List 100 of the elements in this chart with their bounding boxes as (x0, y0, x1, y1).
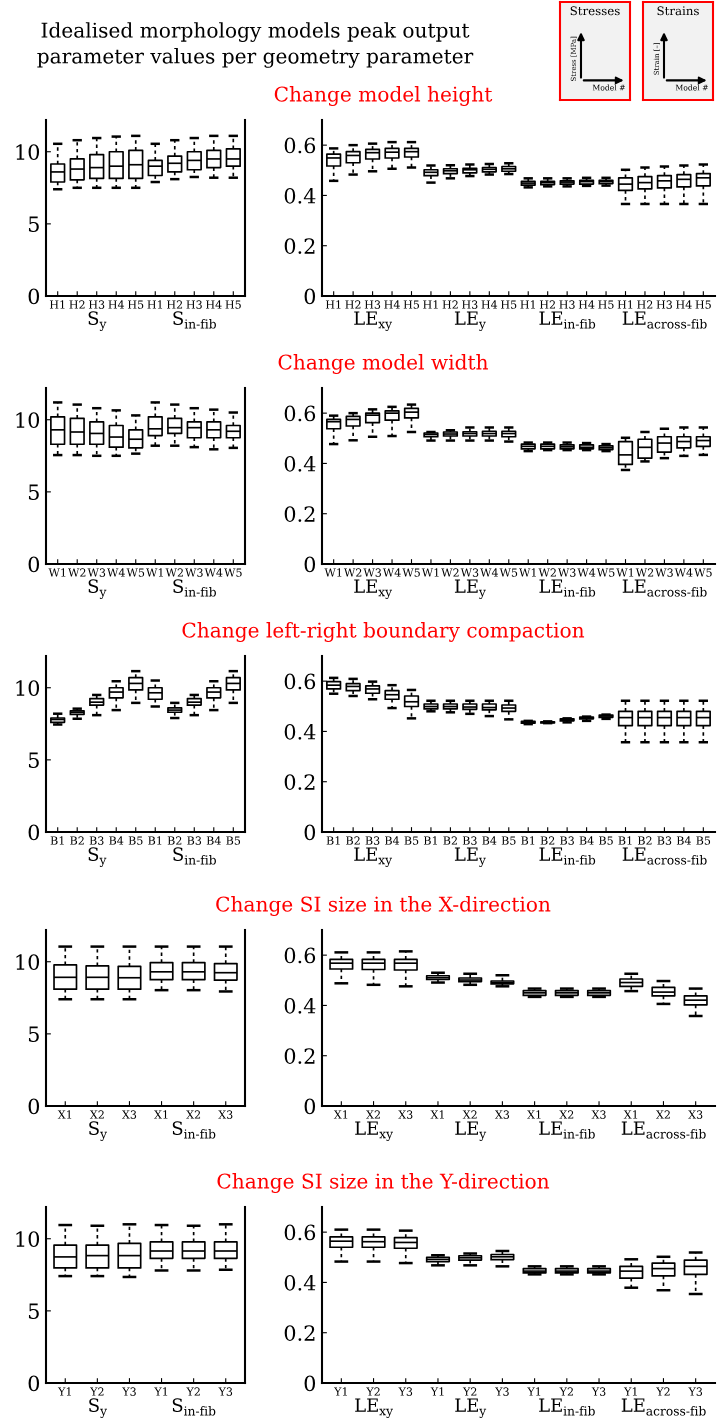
x-tick-label: X3 (494, 1110, 510, 1119)
y-tick-label: 0 (28, 1098, 40, 1115)
text: Idealised morphology models peak output parameter values per geometry parameter (37, 22, 474, 68)
x-tick-label: H5 (403, 300, 420, 309)
x-tick-label: B1 (326, 836, 340, 845)
x-tick-label: H1 (423, 300, 438, 309)
x-tick-label: B2 (637, 836, 652, 845)
x-tick-label: H3 (364, 300, 381, 309)
x-tick-label: Y2 (559, 1387, 573, 1396)
x-tick-label: B2 (540, 836, 555, 845)
x-tick-label: Y3 (122, 1387, 136, 1396)
x-tick-label: B1 (521, 836, 535, 845)
x-tick-label: H5 (501, 300, 517, 309)
x-tick-label: B1 (618, 836, 632, 845)
x-tick-label: X3 (218, 1110, 233, 1119)
y-tick-label: 0.4 (284, 455, 316, 472)
x-tick-label: X2 (89, 1110, 104, 1119)
x-tick-label: B3 (365, 836, 380, 845)
x-tick-label: W3 (87, 568, 106, 577)
x-tick-label: X3 (398, 1110, 413, 1119)
x-tick-label: H1 (49, 300, 65, 309)
x-tick-label: B5 (501, 836, 516, 845)
y-tick-label: 5 (28, 1303, 39, 1320)
y-tick-label: 0 (304, 1098, 316, 1115)
x-tick-label: B5 (226, 836, 241, 845)
y-tick-label: 0 (28, 556, 40, 573)
x-tick-label: B4 (676, 836, 691, 845)
y-tick-label: 0 (304, 288, 316, 305)
x-tick-label: Y3 (591, 1387, 606, 1396)
x-tick-label: H2 (539, 300, 555, 309)
x-tick-label: Y1 (154, 1387, 168, 1396)
x-tick-label: B2 (167, 836, 182, 845)
y-tick-label: 0.4 (284, 187, 316, 204)
text: Stresses (570, 6, 620, 16)
y-tick-label: 5 (28, 752, 39, 769)
x-tick-label: H3 (88, 300, 105, 309)
x-tick-label: W1 (324, 568, 342, 577)
y-tick-label: 0.2 (284, 774, 315, 790)
x-tick-label: X2 (462, 1110, 477, 1119)
y-tick-label: 0.2 (284, 238, 315, 254)
x-tick-label: W4 (107, 568, 125, 577)
y-tick-label: 10 (16, 144, 40, 160)
x-tick-label: W5 (224, 568, 242, 577)
x-tick-label: Y3 (688, 1387, 703, 1396)
x-tick-label: W3 (460, 568, 479, 577)
x-tick-label: X3 (688, 1110, 703, 1119)
text: Change model height (274, 86, 493, 106)
y-tick-label: 10 (16, 680, 40, 696)
x-tick-label: Y1 (334, 1387, 347, 1396)
y-tick-label: 0 (304, 556, 316, 573)
x-tick-label: W1 (616, 568, 634, 577)
x-tick-label: Y1 (430, 1387, 444, 1396)
x-tick-label: B1 (50, 836, 64, 845)
x-tick-label: B1 (423, 836, 437, 845)
y-tick-label: 10 (16, 412, 40, 428)
x-tick-label: W2 (165, 568, 183, 577)
text: Change model width (278, 354, 488, 374)
y-tick-label: 10 (16, 1231, 40, 1247)
x-tick-label: X2 (186, 1110, 201, 1119)
y-tick-label: 0.6 (284, 673, 316, 690)
x-tick-label: Y2 (366, 1387, 380, 1396)
x-tick-label: H4 (206, 300, 222, 309)
x-tick-label: W3 (185, 568, 203, 577)
x-tick-label: X1 (430, 1110, 444, 1119)
text: Strains (657, 6, 699, 16)
x-tick-label: Y3 (218, 1387, 233, 1396)
y-tick-label: 0.6 (284, 1224, 316, 1241)
x-tick-label: B2 (70, 836, 84, 845)
text: Change SI size in the X-direction (216, 896, 551, 916)
x-tick-label: H3 (656, 300, 672, 309)
x-tick-label: H5 (225, 300, 241, 309)
x-tick-label: Y2 (186, 1387, 200, 1396)
x-tick-label: B4 (385, 836, 400, 845)
x-tick-label: B2 (346, 836, 360, 845)
y-tick-label: 0.2 (284, 1048, 315, 1064)
y-tick-label: 10 (16, 954, 40, 970)
x-tick-label: X1 (623, 1110, 638, 1119)
x-tick-label: H1 (520, 300, 536, 309)
y-tick-label: 0 (28, 1375, 40, 1392)
y-tick-label: 0.6 (284, 947, 316, 964)
y-tick-label: 0 (28, 288, 40, 305)
x-tick-label: B4 (109, 836, 124, 845)
x-tick-label: H5 (695, 300, 711, 309)
x-tick-label: B4 (579, 836, 594, 845)
x-tick-label: B5 (599, 836, 613, 845)
x-tick-label: Y2 (462, 1387, 477, 1396)
x-tick-label: B3 (89, 836, 104, 845)
x-tick-label: X3 (122, 1110, 137, 1119)
x-tick-label: H1 (617, 300, 633, 309)
x-tick-label: W1 (519, 568, 536, 577)
x-tick-label: Y1 (527, 1387, 541, 1396)
x-tick-label: W2 (441, 568, 459, 577)
x-tick-label: H2 (442, 300, 458, 309)
x-tick-label: W4 (480, 568, 498, 577)
x-tick-label: W4 (577, 568, 596, 577)
x-tick-label: B3 (657, 836, 672, 845)
x-tick-label: H4 (108, 300, 125, 309)
y-tick-label: 0 (304, 1375, 316, 1392)
x-tick-label: W5 (499, 568, 518, 577)
x-tick-label: Y2 (656, 1387, 670, 1396)
